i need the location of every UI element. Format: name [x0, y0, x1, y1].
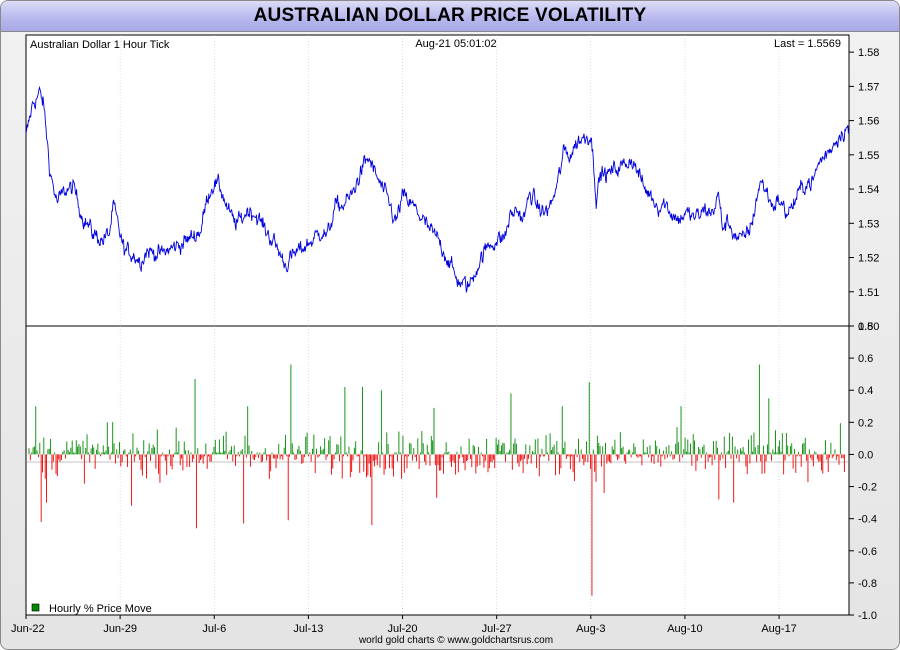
date-tick-label: Aug-10	[667, 623, 702, 635]
date-tick-label: Aug-17	[761, 623, 796, 635]
date-tick-label: Aug-3	[576, 623, 605, 635]
price-tick-label: 1.54	[858, 184, 879, 196]
x-grid	[119, 35, 780, 615]
price-tick-label: 1.56	[858, 116, 879, 128]
price-tick-label: 1.50	[858, 321, 879, 333]
date-tick-label: Jul-20	[388, 623, 418, 635]
move-tick-label: -0.8	[858, 578, 877, 590]
move-tick-label: -0.2	[858, 482, 877, 494]
legend-label: Hourly % Price Move	[49, 603, 152, 615]
move-tick-label: 0.4	[858, 385, 873, 397]
price-tick-label: 1.57	[858, 81, 879, 93]
price-tick-label: 1.52	[858, 253, 879, 265]
timestamp-label: Aug-21 05:01:02	[415, 38, 496, 50]
price-series-line	[25, 85, 850, 294]
move-tick-label: -0.6	[858, 546, 877, 558]
move-tick-label: 0.2	[858, 417, 873, 429]
move-axis: 0.8 0.6 0.4 0.2 0.0 -0.2 -0.4 -0.6 -0.8 -1.0	[849, 321, 877, 622]
price-tick-label: 1.58	[858, 47, 879, 59]
date-tick-label: Jul-27	[482, 623, 512, 635]
move-tick-label: 0.0	[858, 449, 873, 461]
date-tick-label: Jun-29	[103, 623, 137, 635]
price-axis: 1.58 1.57 1.56 1.55 1.54 1.53 1.52 1.51 1.50	[849, 47, 879, 333]
title-bar: AUSTRALIAN DOLLAR PRICE VOLATILITY	[1, 1, 899, 32]
hourly-move-bars	[28, 364, 845, 596]
price-tick-label: 1.55	[858, 150, 879, 162]
move-tick-label: -1.0	[858, 610, 877, 622]
price-panel-label: Australian Dollar 1 Hour Tick	[30, 39, 170, 51]
date-tick-label: Jun-22	[11, 623, 45, 635]
last-price-label: Last = 1.5569	[774, 38, 841, 50]
date-axis: Jun-22 Jun-29 Jul-6 Jul-13 Jul-20 Jul-27 Aug-3…	[11, 615, 797, 635]
plot-area	[25, 34, 850, 616]
move-tick-label: 0.8	[858, 321, 873, 333]
price-tick-label: 1.51	[858, 287, 879, 299]
date-tick-label: Jul-6	[202, 623, 226, 635]
move-tick-label: -0.4	[858, 514, 877, 526]
date-tick-label: Jul-13	[293, 623, 323, 635]
source-credit: world gold charts © www.goldchartsrus.co…	[358, 635, 553, 646]
price-tick-label: 1.53	[858, 218, 879, 230]
move-tick-label: 0.6	[858, 353, 873, 365]
chart-title: AUSTRALIAN DOLLAR PRICE VOLATILITY	[253, 5, 647, 26]
legend-swatch	[31, 603, 40, 612]
